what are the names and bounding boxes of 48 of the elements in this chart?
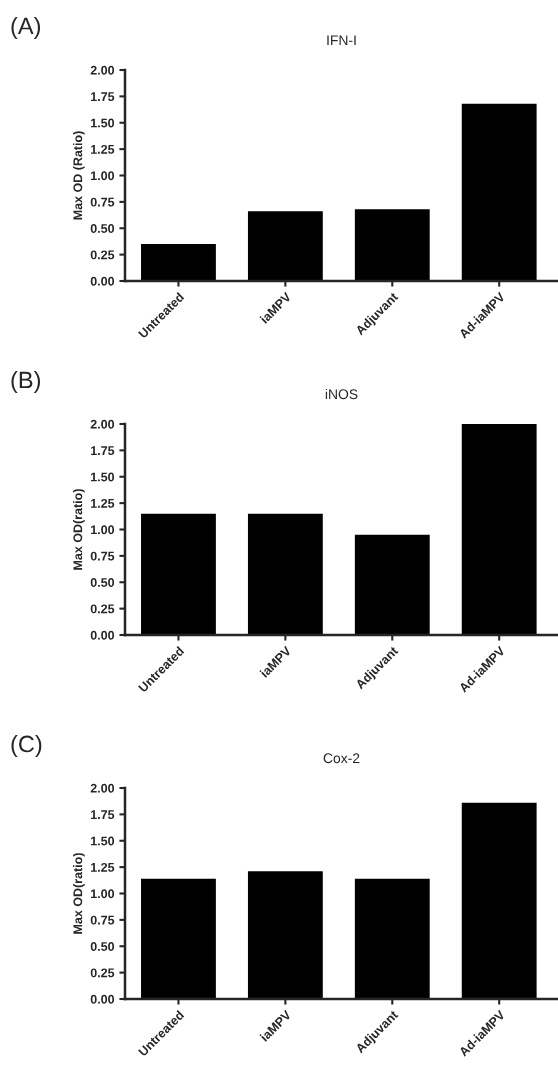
bar [461,103,537,281]
y-tick-label: 2.00 [90,783,115,793]
y-tick-label: 0.25 [90,604,115,614]
y-tick-label: 0.50 [90,578,115,587]
y-tick-label: 1.75 [91,92,115,102]
y-tick-label: 1.00 [91,889,115,899]
y-tick-label: 1.75 [91,446,115,456]
text: (C) [11,734,42,757]
y-tick-label: 1.75 [91,810,115,820]
y-tick-label: 0.75 [90,915,115,925]
bar [141,878,216,999]
bar [247,211,323,281]
bar [141,244,216,281]
y-tick-label: 0.50 [90,224,115,233]
y-axis-title: Max OD(ratio) [73,489,85,570]
y-tick-label: 0.75 [90,197,115,207]
y-tick-label: 1.00 [91,525,115,535]
bar [461,424,537,635]
y-axis-title: Max OD(ratio) [73,853,85,934]
y-axis-title: Max OD (Ratio) [73,131,85,220]
text: (A) [11,17,41,39]
bar [354,534,430,635]
y-tick-label: 1.00 [91,171,115,181]
y-tick-label: 0.00 [90,630,115,640]
y-tick-label: 1.50 [91,118,115,128]
text: (B) [11,370,41,393]
y-tick-label: 2.00 [90,65,115,75]
y-tick-label: 1.25 [91,862,115,872]
chart-title: iNOS [325,388,358,400]
bar [354,878,430,999]
y-tick-label: 1.50 [91,836,115,846]
y-tick-label: 0.00 [90,994,115,1004]
y-tick-label: 2.00 [90,419,115,429]
bar [141,513,216,635]
bar [247,871,323,999]
y-tick-label: 0.25 [90,250,115,260]
chart-title: IFN-I [327,35,356,45]
bar [461,802,537,999]
y-tick-label: 0.25 [90,968,115,978]
y-tick-label: 0.50 [90,942,115,951]
y-tick-label: 0.75 [90,551,115,561]
chart-title: Cox-2 [323,753,360,764]
y-tick-label: 1.25 [91,498,115,508]
y-tick-label: 0.00 [90,276,115,286]
bar [247,513,323,635]
bar [354,209,430,281]
y-tick-label: 1.25 [91,144,115,154]
y-tick-label: 1.50 [91,472,115,482]
